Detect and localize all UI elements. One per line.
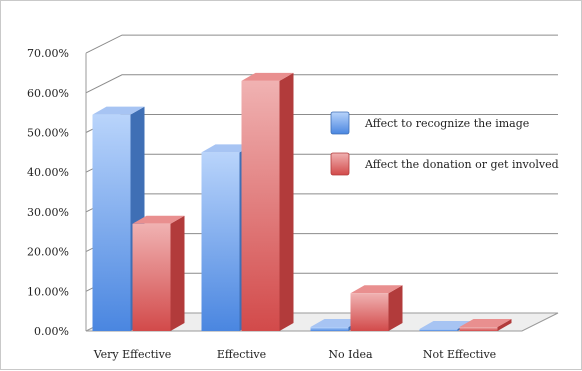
bar-front-face [419,329,458,331]
bar-side-face [497,319,512,331]
bar-donation-1 [241,72,294,331]
y-tick-label: 40.00% [27,166,69,179]
legend-swatch [330,111,350,135]
y-tick-label: 60.00% [27,87,69,100]
bar-front-face [241,80,280,331]
gridline [85,74,558,94]
bar-front-face [132,223,171,331]
bar-donation-2 [350,285,403,331]
legend-label: Affect to recognize the image [364,117,529,130]
y-tick-label: 70.00% [27,47,69,60]
x-category-label: Not Effective [423,348,496,361]
bar-front-face [350,293,389,331]
legend: Affect to recognize the image Affect the … [330,111,559,176]
y-tick-label: 20.00% [27,246,69,259]
y-tick-label: 50.00% [27,127,69,140]
bar-top-face [350,285,403,294]
bar-front-face [201,152,240,331]
bar-front-face [92,114,131,331]
bar-side-face [388,285,403,331]
bar-front-face [459,327,498,331]
y-tick-label: 30.00% [27,206,69,219]
bars [92,72,512,331]
bar-top-face [132,215,185,224]
x-category-label: No Idea [328,348,373,361]
bar-top-face [201,144,254,153]
bar-top-face [310,319,363,328]
y-tick-label: 0.00% [34,325,69,338]
bar-top-face [241,72,294,81]
bar-side-face [279,72,294,331]
y-axis-ticks: 0.00% 10.00% 20.00% 30.00% 40.00% 50.00% 60.00… [27,47,69,338]
x-axis-categories: Very Effective Effective No Idea Not Effect… [93,348,496,361]
bar-side-face [170,215,185,331]
gridline [85,34,558,54]
bar-donation-3 [459,319,512,331]
bar-top-face [92,106,145,115]
bar-front-face [310,327,349,331]
legend-swatch [330,152,350,176]
legend-label: Affect the donation or get involved [364,158,559,171]
gridline [85,193,558,213]
x-category-label: Very Effective [93,348,172,361]
legend-item: Affect to recognize the image [330,111,529,135]
y-tick-label: 10.00% [27,285,69,298]
bar-top-face [419,321,472,330]
bar-donation-0 [132,215,185,331]
legend-item: Affect the donation or get involved [330,152,559,176]
x-category-label: Effective [217,348,266,361]
bar-top-face [459,319,512,328]
